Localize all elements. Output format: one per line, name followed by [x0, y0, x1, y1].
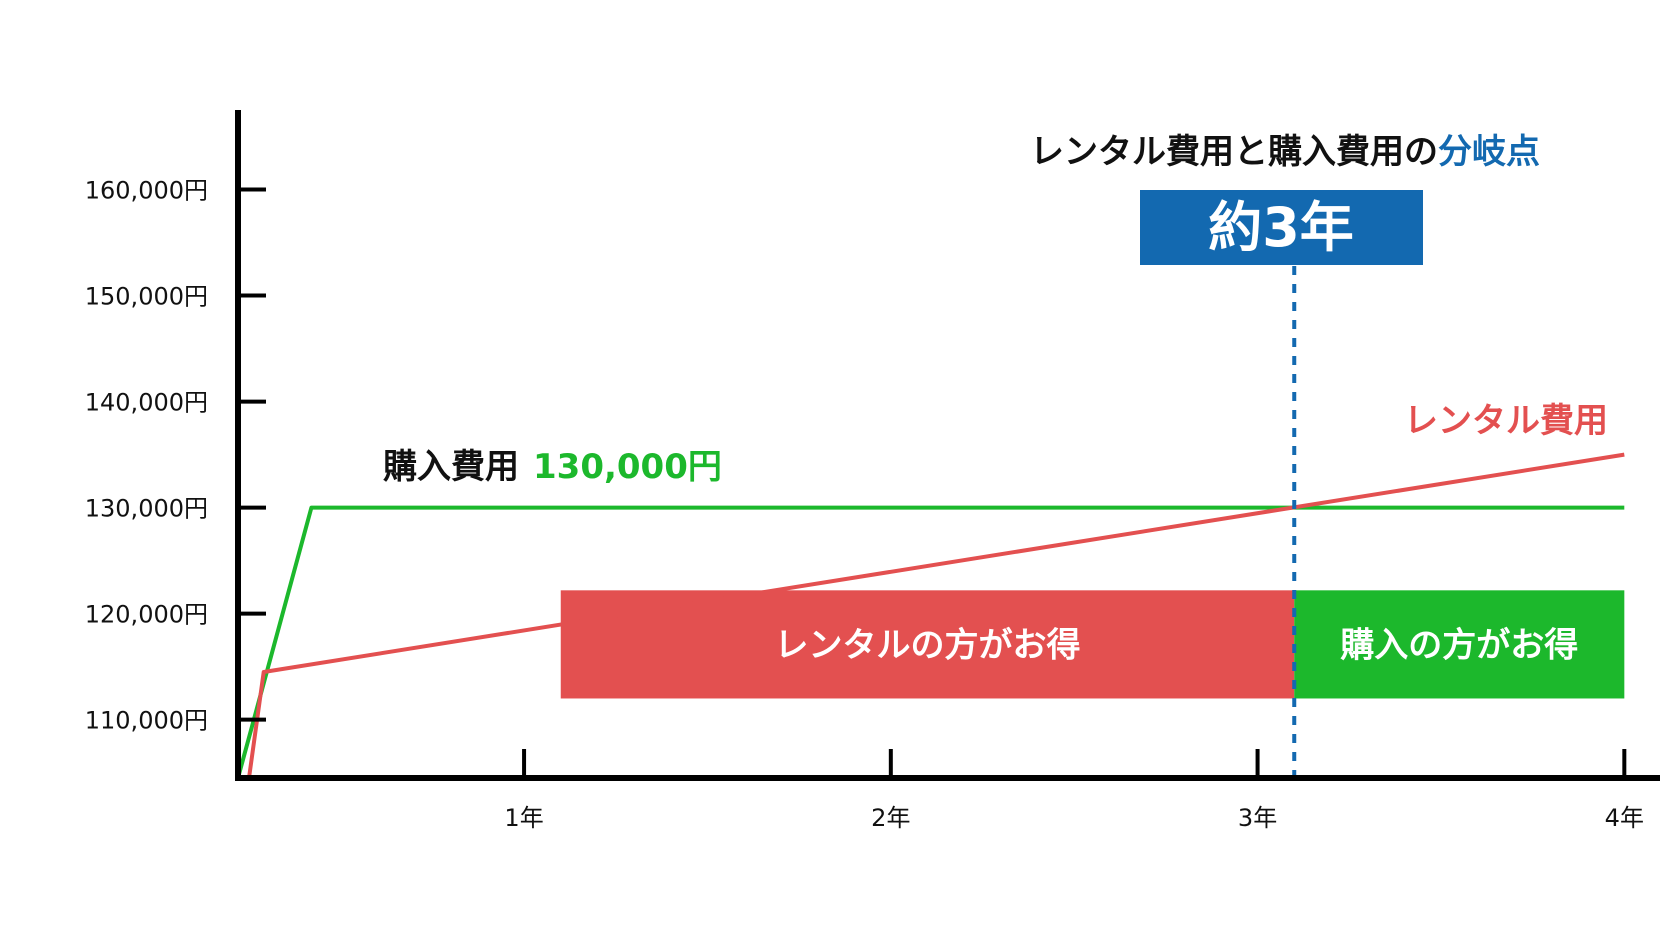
region-label-2: 購入の方がお得	[1340, 625, 1578, 665]
y-tick-label-1: 110,000円	[85, 707, 208, 735]
x-tick-label-3: 3年	[1238, 804, 1277, 832]
chart-title: レンタル費用と購入費用の分岐点	[1030, 132, 1540, 172]
purchase-annotation-value: 130,000円	[533, 447, 722, 487]
region-label-1: レンタルの方がお得	[774, 625, 1080, 665]
y-tick-label-3: 130,000円	[85, 495, 208, 523]
y-tick-label-2: 120,000円	[85, 601, 208, 629]
x-tick-label-1: 1年	[504, 804, 543, 832]
region-box-2	[1294, 590, 1625, 699]
breakeven-label: 約3年	[1208, 196, 1354, 259]
x-tick-label-2: 2年	[871, 804, 910, 832]
purchase-annotation: 購入費用 130,000円	[383, 447, 722, 487]
breakeven-box	[1140, 190, 1423, 265]
x-tick-label-4: 4年	[1605, 804, 1644, 832]
region-box-1	[560, 590, 1295, 699]
chart-title-highlight: 分岐点	[1438, 132, 1540, 172]
chart-title-prefix: レンタル費用と購入費用の	[1030, 132, 1438, 172]
series-line-2	[247, 452, 1625, 779]
regions-layer: レンタルの方がお得 購入の方がお得	[560, 590, 1625, 699]
ticks-layer: 110,000円 120,000円 130,000円 140,000円 150,000円…	[85, 177, 1644, 832]
y-tick-label-5: 150,000円	[85, 283, 208, 311]
axes-layer	[235, 110, 1660, 781]
purchase-annotation-label: 購入費用	[383, 447, 519, 487]
y-tick-label-6: 160,000円	[85, 177, 208, 205]
rental-annotation: レンタル費用	[1404, 401, 1608, 441]
y-tick-label-4: 140,000円	[85, 389, 208, 417]
series-layer	[236, 266, 1625, 779]
